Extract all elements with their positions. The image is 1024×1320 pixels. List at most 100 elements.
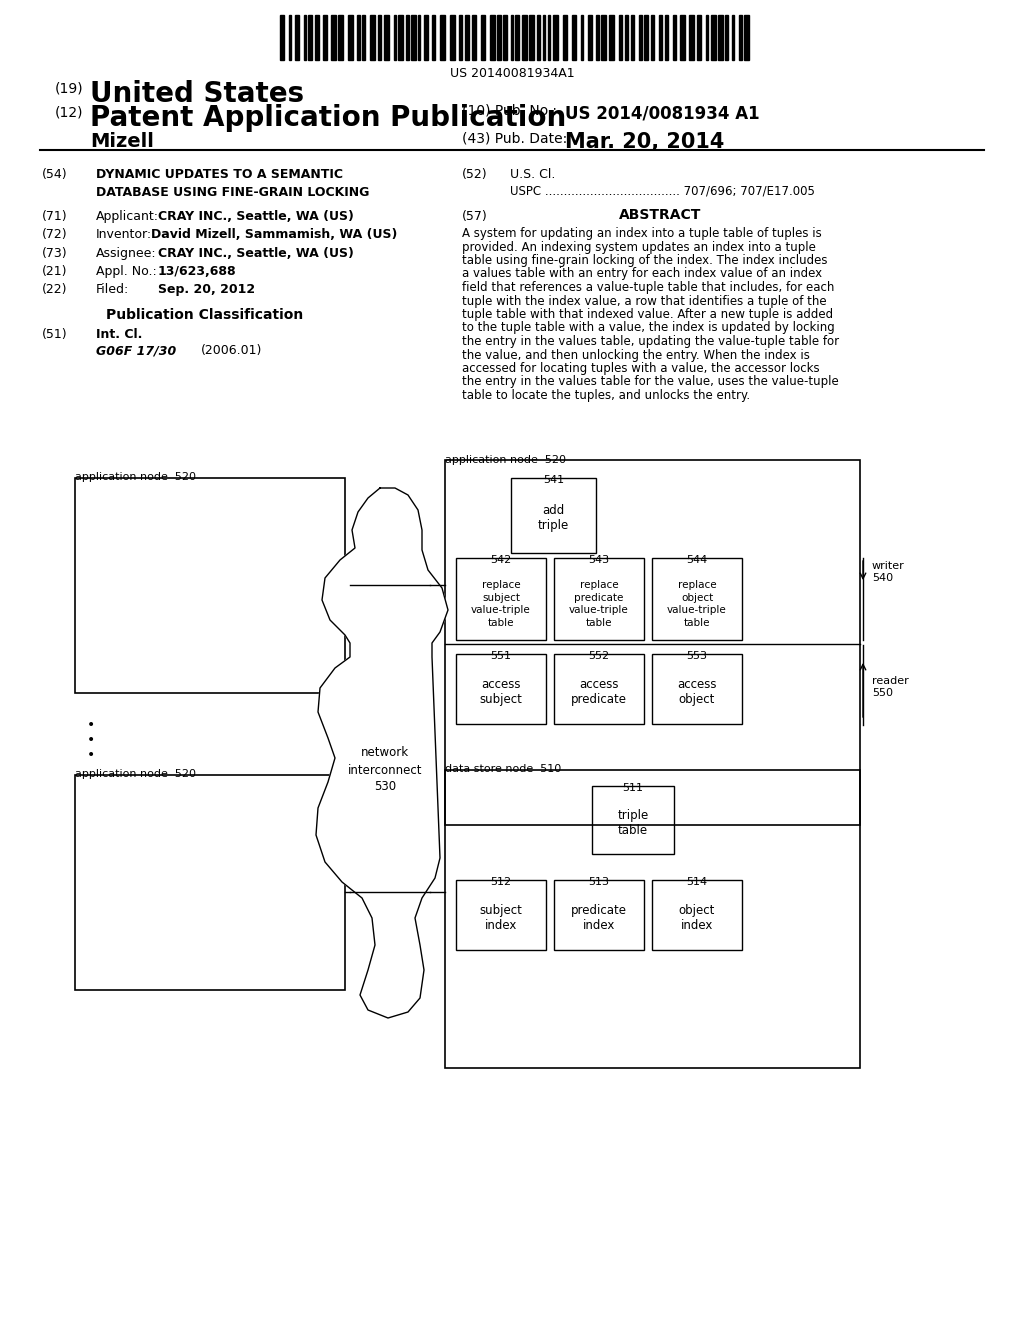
Bar [338, 15, 343, 59]
Bar [331, 15, 336, 59]
Text: access
object: access object [677, 678, 717, 706]
Text: access
subject: access subject [479, 678, 522, 706]
Text: triple
table: triple table [617, 809, 648, 837]
Text: A system for updating an index into a tuple table of tuples is: A system for updating an index into a tu… [462, 227, 821, 240]
Bar [75, 775, 345, 990]
Text: table using fine-grain locking of the index. The index includes: table using fine-grain locking of the in… [462, 253, 827, 267]
Text: 514: 514 [686, 876, 708, 887]
Bar [596, 15, 599, 59]
Text: Applicant:: Applicant: [96, 210, 159, 223]
Bar [651, 15, 654, 59]
Text: tuple with the index value, a row that identifies a tuple of the: tuple with the index value, a row that i… [462, 294, 826, 308]
Text: CRAY INC., Seattle, WA (US): CRAY INC., Seattle, WA (US) [158, 210, 354, 223]
Bar [522, 15, 527, 59]
Text: the entry in the values table for the value, uses the value-tuple: the entry in the values table for the va… [462, 375, 839, 388]
Text: field that references a value-tuple table that includes, for each: field that references a value-tuple tabl… [462, 281, 835, 294]
Text: the value, and then unlocking the entry. When the index is: the value, and then unlocking the entry.… [462, 348, 810, 362]
Bar [315, 15, 319, 59]
Text: (2006.01): (2006.01) [201, 345, 262, 356]
Text: •: • [87, 733, 95, 747]
Bar [744, 15, 749, 59]
Text: United States: United States [90, 81, 304, 108]
Text: 513: 513 [589, 876, 609, 887]
Text: 511: 511 [623, 783, 643, 793]
Bar [440, 15, 445, 59]
Bar [357, 15, 360, 59]
Text: application node  520: application node 520 [445, 455, 566, 465]
Bar [456, 653, 546, 723]
Bar [718, 15, 723, 59]
Bar [572, 15, 575, 59]
Text: Inventor:: Inventor: [96, 228, 153, 242]
Text: application node  520: application node 520 [75, 770, 196, 779]
Bar [652, 558, 742, 640]
Text: network
interconnect
530: network interconnect 530 [348, 747, 422, 793]
Bar [465, 15, 469, 59]
Text: (71): (71) [42, 210, 68, 223]
Text: application node  520: application node 520 [75, 473, 196, 482]
Text: add
triple: add triple [538, 504, 569, 532]
Bar [537, 15, 540, 59]
Text: (73): (73) [42, 247, 68, 260]
Text: David Mizell, Sammamish, WA (US): David Mizell, Sammamish, WA (US) [151, 228, 397, 242]
Text: 541: 541 [543, 475, 564, 484]
Text: Publication Classification: Publication Classification [106, 308, 304, 322]
Bar [348, 15, 353, 59]
Bar [378, 15, 381, 59]
Text: subject
index: subject index [479, 904, 522, 932]
Bar [644, 15, 648, 59]
Bar [511, 15, 513, 59]
Text: replace
predicate
value-triple
table: replace predicate value-triple table [569, 581, 629, 627]
Bar [601, 15, 606, 59]
Bar [697, 15, 701, 59]
Text: table to locate the tuples, and unlocks the entry.: table to locate the tuples, and unlocks … [462, 389, 751, 403]
Bar [481, 15, 485, 59]
Text: replace
object
value-triple
table: replace object value-triple table [667, 581, 727, 627]
Text: 552: 552 [589, 651, 609, 661]
Bar [588, 15, 592, 59]
Bar [424, 15, 428, 59]
Text: 542: 542 [490, 554, 512, 565]
Text: US 2014/0081934 A1: US 2014/0081934 A1 [565, 104, 760, 121]
Bar [362, 15, 365, 59]
Text: Filed:: Filed: [96, 282, 129, 296]
Bar [308, 15, 312, 59]
Bar [490, 15, 495, 59]
Text: (19): (19) [55, 82, 84, 96]
Bar [384, 15, 389, 59]
Text: DYNAMIC UPDATES TO A SEMANTIC
DATABASE USING FINE-GRAIN LOCKING: DYNAMIC UPDATES TO A SEMANTIC DATABASE U… [96, 168, 370, 199]
Text: the entry in the values table, updating the value-tuple table for: the entry in the values table, updating … [462, 335, 839, 348]
Bar [445, 459, 860, 825]
Bar [304, 15, 306, 59]
Text: Mizell: Mizell [90, 132, 154, 150]
Bar [631, 15, 634, 59]
Text: (57): (57) [462, 210, 487, 223]
Text: G06F 17/30: G06F 17/30 [96, 345, 176, 356]
Bar [432, 15, 435, 59]
Bar [652, 880, 742, 950]
Bar [503, 15, 507, 59]
Text: writer
540: writer 540 [872, 561, 905, 583]
Text: replace
subject
value-triple
table: replace subject value-triple table [471, 581, 530, 627]
Text: (21): (21) [42, 265, 68, 279]
Bar [456, 558, 546, 640]
Bar [725, 15, 728, 59]
Text: (22): (22) [42, 282, 68, 296]
Bar [497, 15, 501, 59]
Bar [398, 15, 403, 59]
Bar [553, 15, 558, 59]
Bar [472, 15, 476, 59]
Bar [511, 478, 596, 553]
Bar [554, 653, 644, 723]
Text: •: • [87, 718, 95, 733]
Bar [732, 15, 734, 59]
Text: Mar. 20, 2014: Mar. 20, 2014 [565, 132, 724, 152]
Text: (52): (52) [462, 168, 487, 181]
Bar [554, 558, 644, 640]
Text: reader
550: reader 550 [872, 676, 908, 698]
Bar [411, 15, 416, 59]
Bar [652, 653, 742, 723]
Text: 13/623,688: 13/623,688 [158, 265, 237, 279]
Text: ABSTRACT: ABSTRACT [618, 209, 701, 222]
Bar [456, 880, 546, 950]
